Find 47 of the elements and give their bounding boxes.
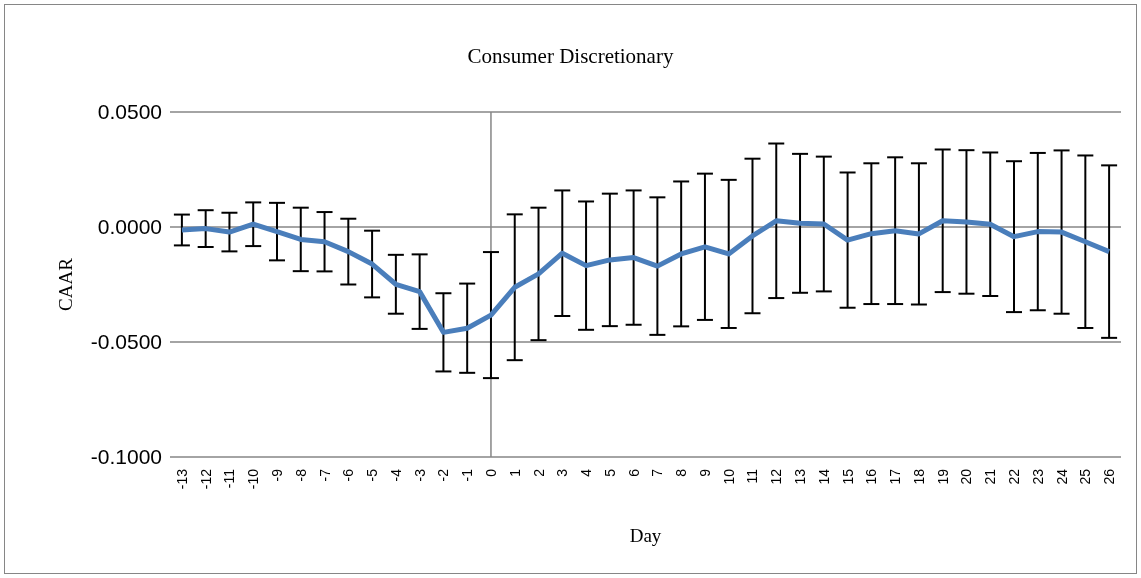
x-tick-label: -3 <box>411 468 428 482</box>
y-axis-title: CAAR <box>54 257 76 311</box>
x-tick-label: 10 <box>720 468 737 485</box>
x-tick-label: 4 <box>578 468 595 477</box>
x-tick-label: 18 <box>910 468 927 485</box>
x-tick-label: 0 <box>482 468 499 477</box>
x-tick-label: 7 <box>649 468 666 477</box>
x-tick-label: 23 <box>1029 468 1046 485</box>
x-tick-label: 12 <box>768 468 785 485</box>
x-tick-label: -4 <box>387 468 404 482</box>
x-tick-label: 13 <box>792 468 809 485</box>
x-tick-label: 16 <box>863 468 880 485</box>
x-tick-label: -11 <box>221 468 238 489</box>
x-tick-label: 20 <box>958 468 975 485</box>
x-tick-label: -5 <box>364 468 381 482</box>
x-tick-label: 25 <box>1077 468 1094 485</box>
y-tick-label: -0.0500 <box>90 330 162 354</box>
x-tick-label: -9 <box>268 468 285 482</box>
x-tick-label: 8 <box>673 468 690 477</box>
x-tick-label: 11 <box>744 468 761 484</box>
x-tick-label: 9 <box>696 468 713 477</box>
x-tick-label: 1 <box>506 468 523 477</box>
x-tick-label: -7 <box>316 468 333 482</box>
x-tick-label: 15 <box>839 468 856 485</box>
x-tick-label: 21 <box>982 468 999 485</box>
x-tick-label: 19 <box>934 468 951 485</box>
x-tick-label: 2 <box>530 468 547 477</box>
x-tick-label: 26 <box>1101 468 1118 485</box>
y-tick-label: 0.0000 <box>97 215 162 239</box>
x-tick-label: -13 <box>173 468 190 490</box>
y-tick-label: 0.0500 <box>97 100 162 124</box>
x-tick-label: 5 <box>601 468 618 477</box>
x-tick-label: 6 <box>625 468 642 477</box>
x-tick-label: -10 <box>245 468 262 490</box>
x-tick-label: 3 <box>554 468 571 477</box>
x-axis-title: Day <box>629 525 662 546</box>
x-tick-label: 22 <box>1006 468 1023 485</box>
x-tick-label: -8 <box>292 468 309 482</box>
x-tick-label: -2 <box>435 468 452 482</box>
x-tick-label: 17 <box>887 468 904 485</box>
x-tick-label: -12 <box>197 468 214 490</box>
x-tick-label: -1 <box>459 468 476 482</box>
x-tick-label: 24 <box>1053 468 1070 485</box>
x-tick-label: 14 <box>815 468 832 485</box>
chart-title: Consumer Discretionary <box>466 44 675 69</box>
y-tick-label: -0.1000 <box>90 445 162 469</box>
x-tick-label: -6 <box>340 468 357 482</box>
